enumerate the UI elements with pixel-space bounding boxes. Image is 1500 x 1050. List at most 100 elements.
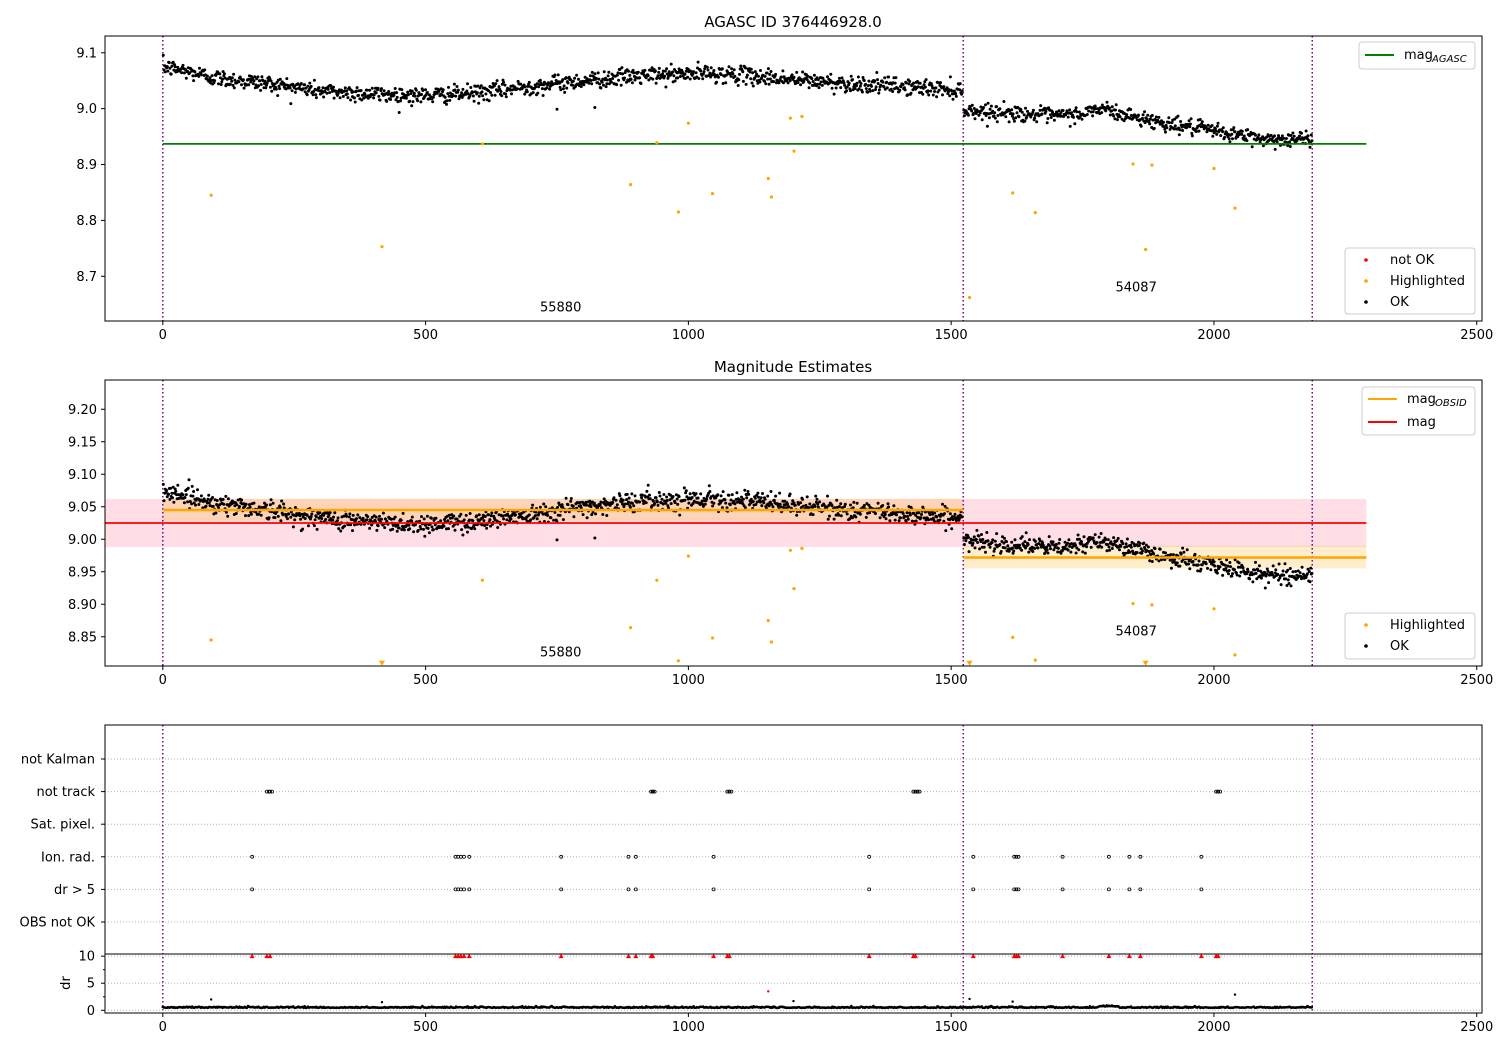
panel2-ok-point: [257, 505, 261, 509]
panel1-ok-point: [1108, 113, 1112, 117]
panel1-ok-point: [471, 94, 475, 98]
panel3-flag-marker: [917, 789, 922, 794]
panel1-ok-point: [628, 73, 632, 77]
panel1-ok-point: [699, 69, 703, 73]
panel1-ok-point: [220, 80, 224, 84]
panel1-ok-point: [1066, 115, 1070, 119]
panel1-ok-point: [559, 88, 563, 92]
panel2-ok-point: [942, 519, 946, 523]
panel2-ok-point: [569, 497, 573, 500]
panel1-ok-point: [490, 93, 494, 97]
panel2-ok-point: [1104, 538, 1108, 541]
panel2-ok-point: [1254, 560, 1257, 564]
panel2-ok-point: [769, 490, 773, 493]
panel2-ok-point: [399, 518, 403, 522]
panel1-ok-point: [582, 83, 586, 87]
panel1-ok-point: [619, 83, 623, 87]
panel2-ok-point: [167, 492, 171, 496]
panel2-ok-point: [201, 506, 205, 510]
panel2-highlighted-point: [1033, 658, 1037, 662]
panel2-ok-point: [545, 511, 549, 515]
panel1-ok-point: [909, 91, 913, 95]
panel1-ok-point: [465, 89, 469, 93]
panel1-ok-point: [600, 80, 604, 84]
panel2-ok-point: [1106, 538, 1110, 542]
panel1-ok-point: [795, 70, 799, 74]
panel1-ok-point: [757, 74, 760, 78]
panel2-ok-point: [1253, 568, 1257, 572]
panel2-ok-point: [271, 501, 275, 505]
panel1-ok-point: [782, 81, 785, 85]
panel2-ok-point: [162, 499, 166, 503]
panel2-ok-point: [655, 500, 659, 504]
panel1-ok-point: [1075, 110, 1079, 114]
panel2-ok-point: [1163, 558, 1167, 562]
panel2-ok-point: [420, 515, 423, 519]
panel1-ok-point: [399, 99, 402, 103]
panel2-ok-point: [1047, 535, 1051, 539]
panel1-ok-point: [477, 94, 481, 98]
panel2-ok-point: [566, 503, 570, 507]
panel2-ok-point: [700, 499, 704, 503]
panel1-ok-point: [355, 89, 358, 93]
panel1-ok-point: [686, 75, 690, 79]
panel1-ok-point: [1219, 134, 1223, 138]
panel2-ok-point: [401, 511, 405, 515]
panel2-ok-point: [899, 516, 902, 520]
panel2-ok-point: [172, 500, 176, 504]
panel2-ok-point: [1296, 569, 1300, 573]
panel2-ok-point: [173, 487, 177, 491]
panel2-ok-point: [254, 510, 258, 514]
panel2-ok-point: [981, 538, 985, 541]
panel1-ok-point: [329, 84, 333, 88]
panel1-ok-point: [363, 92, 367, 96]
panel2-ok-point: [347, 515, 351, 519]
panel1-ok-point: [713, 73, 716, 76]
panel1-ytick-label: 9.0: [76, 102, 97, 117]
panel1-ok-point: [769, 70, 773, 73]
panel1-ok-point: [960, 89, 964, 93]
panel1-ok-point: [285, 77, 289, 81]
panel1-highlighted-point: [1150, 163, 1154, 167]
panel1-ok-point: [1068, 124, 1072, 128]
panel1-ok-point: [487, 99, 491, 103]
panel4-dr-clipped-marker: [866, 953, 872, 959]
panel1-ok-point: [678, 75, 682, 78]
panel2-ok-point: [941, 502, 944, 506]
panel1-ok-point: [733, 74, 737, 78]
panel1-ok-point: [1289, 134, 1293, 137]
panel1-ok-point: [962, 114, 966, 118]
panel2-ok-point: [960, 515, 964, 519]
panel2-ok-point: [461, 533, 465, 537]
panel1-ok-point: [790, 73, 794, 77]
panel2-ok-point: [808, 502, 812, 506]
panel1-ok-point: [221, 77, 224, 81]
panel2-highlighted-point: [1011, 635, 1015, 640]
panel1-ok-point: [780, 75, 783, 79]
panel2-ok-point: [419, 527, 423, 531]
panel2-ok-point: [1031, 550, 1035, 553]
panel1-ok-point: [259, 88, 263, 92]
panel1-ok-point: [294, 87, 298, 91]
panel2-clipped-marker: [1142, 660, 1149, 666]
panel1-ok-point: [497, 85, 501, 89]
panel1-ok-point: [161, 53, 165, 57]
panel1-ok-point: [184, 76, 188, 80]
panel2-ok-point: [1123, 551, 1127, 555]
panel3-flag-marker: [1218, 789, 1223, 794]
panel2-ok-point: [569, 499, 573, 503]
panel1-ok-point: [378, 98, 382, 102]
panel1-ok-point: [341, 94, 345, 98]
panel1-ok-point: [767, 82, 771, 86]
panel2-ok-point: [975, 528, 979, 532]
panel1-ok-point: [476, 84, 480, 88]
panel1-ok-point: [385, 99, 389, 103]
panel1-ok-point: [571, 79, 575, 83]
panel1-ok-point: [495, 79, 499, 83]
panel2-ok-point: [309, 517, 312, 521]
panel1-ok-point: [870, 84, 873, 88]
panel2-legend-marker: [1364, 644, 1368, 648]
panel2-ok-point: [660, 497, 664, 501]
panel1-ok-point: [727, 65, 731, 69]
